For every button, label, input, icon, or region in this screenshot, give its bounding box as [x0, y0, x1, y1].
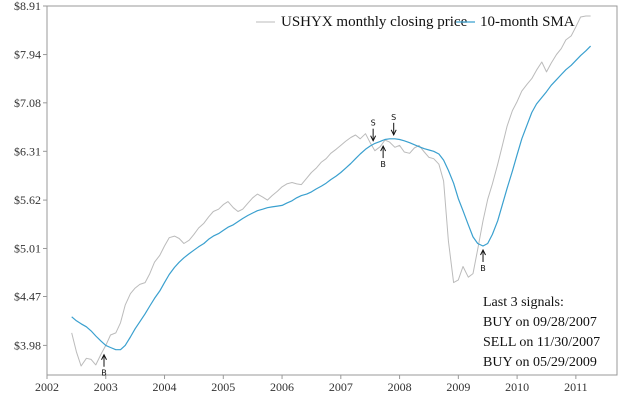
legend-price-label: USHYX monthly closing price: [281, 14, 468, 30]
x-tick-label: 2002: [35, 380, 59, 394]
price-line: [71, 15, 591, 367]
x-tick-label: 2011: [564, 380, 588, 394]
marker-letter: S: [371, 119, 376, 128]
x-tick-label: 2005: [211, 380, 235, 394]
y-tick-label: $5.62: [14, 193, 41, 207]
x-tick-label: 2009: [446, 380, 470, 394]
sell-marker: S: [390, 113, 397, 136]
marker-arrow-head: [370, 135, 377, 142]
x-tick-label: 2008: [388, 380, 412, 394]
x-tick-label: 2004: [153, 380, 177, 394]
sma-line: [71, 45, 592, 351]
y-tick-label: $3.98: [14, 338, 41, 352]
x-tick-label: 2007: [329, 380, 353, 394]
y-tick-label: $8.91: [14, 0, 41, 13]
marker-letter: B: [480, 264, 486, 273]
x-tick-label: 2003: [94, 380, 118, 394]
signal-markers: B S B S B: [101, 113, 486, 378]
buy-marker: B: [480, 248, 486, 273]
series-layer: [71, 15, 592, 367]
y-tick-label: $7.94: [14, 48, 41, 62]
x-tick-label: 2006: [270, 380, 294, 394]
marker-arrow-head: [480, 248, 486, 256]
signal-line-2: SELL on 11/30/2007: [483, 335, 601, 350]
signals-title: Last 3 signals:: [483, 295, 564, 310]
buy-marker: B: [101, 353, 107, 378]
buy-marker: B: [380, 144, 387, 169]
y-tick-label: $4.47: [14, 290, 41, 304]
marker-arrow-head: [390, 129, 397, 136]
marker-letter: S: [391, 113, 396, 122]
legend: USHYX monthly closing price 10-month SMA: [256, 14, 575, 30]
marker-letter: B: [380, 160, 386, 169]
signal-line-1: BUY on 09/28/2007: [483, 315, 597, 330]
x-tick-label: 2010: [505, 380, 529, 394]
signals-summary: Last 3 signals: BUY on 09/28/2007 SELL o…: [483, 293, 600, 373]
marker-arrow-head: [380, 144, 387, 152]
y-tick-label: $6.31: [14, 144, 41, 158]
signal-line-3: BUY on 05/29/2009: [483, 355, 597, 370]
y-tick-label: $7.08: [14, 96, 41, 110]
y-tick-label: $5.01: [14, 241, 41, 255]
marker-arrow-head: [101, 353, 107, 360]
plot-frame: [46, 5, 618, 376]
marker-letter: B: [101, 369, 107, 378]
sell-marker: S: [370, 119, 377, 142]
axes: $3.98 $4.47 $5.01 $5.62 $6.31 $7.08 $7.94 $8.91…: [14, 0, 618, 394]
legend-sma-label: 10-month SMA: [480, 14, 575, 30]
